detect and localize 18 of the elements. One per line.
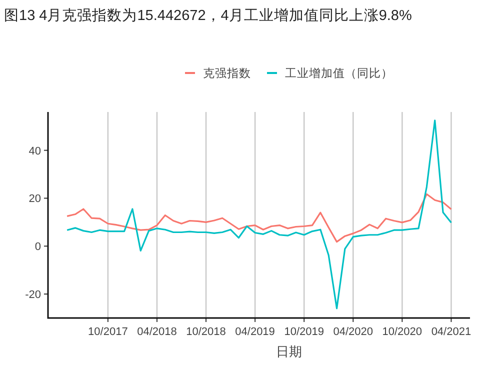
x-axis-title: 日期 (276, 344, 302, 359)
y-tick-label: 0 (34, 241, 41, 254)
x-tick-label: 04/2020 (333, 326, 374, 338)
y-tick-label: 20 (28, 193, 41, 206)
legend-label: 克强指数 (203, 67, 251, 80)
x-tick-label: 04/2018 (137, 326, 177, 338)
legend-label: 工业增加值（同比） (285, 67, 393, 80)
chart-title: 图13 4月克强指数为15.442672，4月工业增加值同比上涨9.8% (4, 7, 412, 24)
y-tick-label: 40 (28, 145, 41, 158)
y-tick-label: -20 (25, 289, 41, 302)
x-tick-label: 10/2020 (382, 326, 422, 338)
line-series (66, 120, 452, 310)
line-series (66, 193, 452, 243)
x-tick-label: 10/2017 (88, 326, 128, 338)
x-tick-label: 10/2018 (186, 326, 226, 338)
x-tick-label: 04/2021 (431, 326, 472, 338)
x-tick-label: 04/2019 (235, 326, 275, 338)
x-tick-label: 10/2019 (284, 326, 324, 338)
